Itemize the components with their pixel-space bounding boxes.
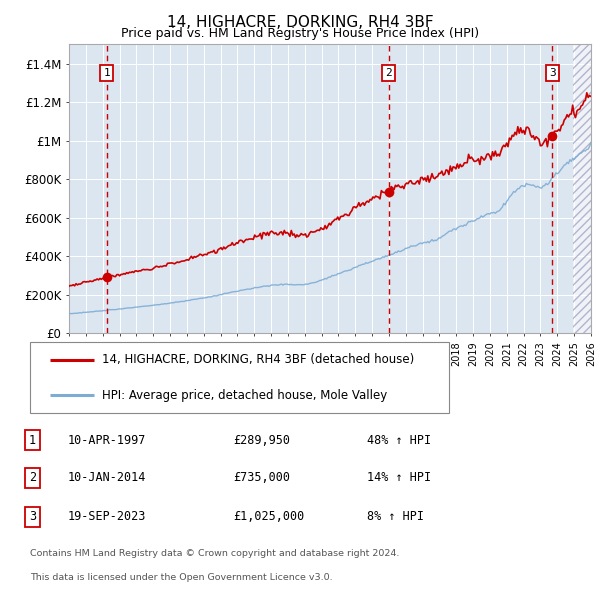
Text: 14% ↑ HPI: 14% ↑ HPI (367, 471, 431, 484)
Text: Price paid vs. HM Land Registry's House Price Index (HPI): Price paid vs. HM Land Registry's House … (121, 27, 479, 40)
Text: 8% ↑ HPI: 8% ↑ HPI (367, 510, 424, 523)
FancyBboxPatch shape (29, 342, 449, 413)
Text: £1,025,000: £1,025,000 (233, 510, 305, 523)
Text: 3: 3 (549, 68, 556, 78)
Text: 48% ↑ HPI: 48% ↑ HPI (367, 434, 431, 447)
Text: £289,950: £289,950 (233, 434, 290, 447)
Text: 14, HIGHACRE, DORKING, RH4 3BF (detached house): 14, HIGHACRE, DORKING, RH4 3BF (detached… (103, 353, 415, 366)
Text: 19-SEP-2023: 19-SEP-2023 (67, 510, 146, 523)
Text: 14, HIGHACRE, DORKING, RH4 3BF: 14, HIGHACRE, DORKING, RH4 3BF (167, 15, 433, 30)
Text: 2: 2 (386, 68, 392, 78)
Bar (573, 44, 591, 333)
Text: £735,000: £735,000 (233, 471, 290, 484)
Text: HPI: Average price, detached house, Mole Valley: HPI: Average price, detached house, Mole… (103, 389, 388, 402)
Bar (573, 44, 591, 333)
Text: Contains HM Land Registry data © Crown copyright and database right 2024.: Contains HM Land Registry data © Crown c… (29, 549, 399, 558)
Text: 10-JAN-2014: 10-JAN-2014 (67, 471, 146, 484)
Text: 3: 3 (29, 510, 36, 523)
Text: 10-APR-1997: 10-APR-1997 (67, 434, 146, 447)
Text: 1: 1 (104, 68, 110, 78)
Text: 2: 2 (29, 471, 36, 484)
Text: 1: 1 (29, 434, 36, 447)
Text: This data is licensed under the Open Government Licence v3.0.: This data is licensed under the Open Gov… (29, 573, 332, 582)
